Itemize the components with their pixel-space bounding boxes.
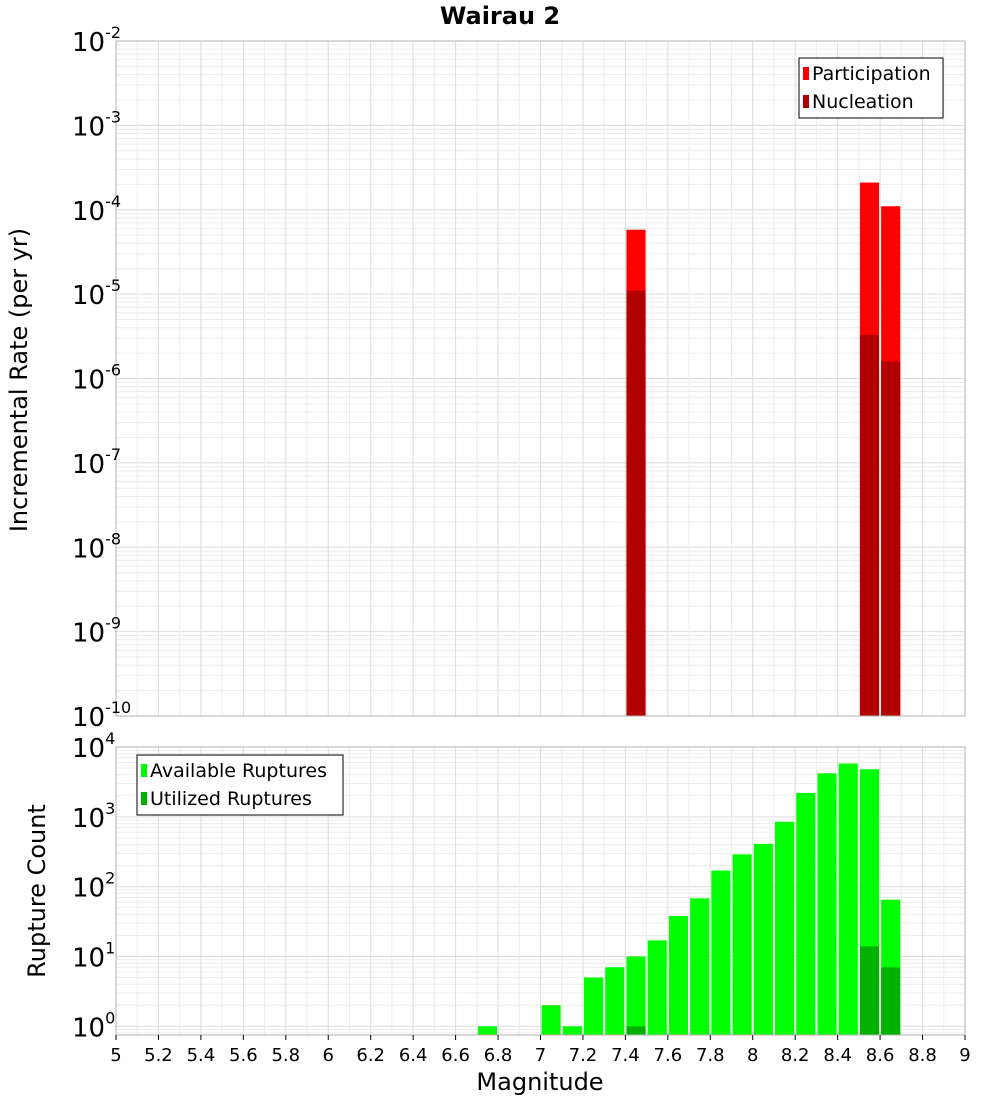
count-bar-available-ruptures [562,1026,582,1035]
count-bar-utilized-ruptures [626,1026,646,1035]
y-tick-label: 10-6 [72,361,121,396]
count-chart-x-ticks: 5 5.2 5.4 5.6 5.8 6 6.2 6.4 6.6 6.8 7 7.2 7.4 7.6 7.8 8… [110,1035,971,1066]
y-tick-label: 100 [72,1008,115,1043]
x-tick-label: 7.4 [611,1045,640,1066]
y-tick-label: 10-3 [72,107,121,142]
count-bar-available-ruptures [477,1026,497,1035]
rate-y-axis-label: Incremental Rate (per yr) [5,228,33,532]
x-tick-label: 8.4 [823,1045,852,1066]
x-tick-label: 5.8 [271,1045,300,1066]
x-tick-label: 8.8 [908,1045,937,1066]
y-tick-exponent: -4 [105,192,121,211]
legend-label: Participation [812,63,931,85]
y-tick-exponent: 0 [105,1008,115,1027]
y-tick-exponent: 4 [105,729,115,748]
legend-swatch [141,764,147,777]
rate-chart: 10-10 10-9 10-8 10-7 10-6 10-5 10-4 10-3 10-2 Wa… [5,2,966,733]
y-tick-label: 10-5 [72,276,121,311]
x-tick-label: 5.6 [229,1045,258,1066]
count-bar-available-ruptures [541,1005,561,1035]
y-tick-exponent: -6 [105,361,121,380]
y-tick-label: 104 [72,729,115,764]
x-tick-label: 6.6 [441,1045,470,1066]
x-tick-label: 6.2 [356,1045,385,1066]
x-tick-label: 6.8 [484,1045,513,1066]
legend-swatch [141,792,147,805]
count-bar-available-ruptures [605,967,625,1035]
count-bar-available-ruptures [732,854,752,1035]
x-tick-label: 7.6 [654,1045,683,1066]
count-y-axis-label: Rupture Count [23,804,51,978]
y-tick-exponent: -2 [105,23,121,42]
legend-swatch [803,95,809,108]
y-tick-label: 10-9 [72,614,121,649]
y-tick-exponent: -5 [105,276,121,295]
legend-label: Nucleation [812,91,914,113]
y-tick-label: 10-8 [72,529,121,564]
x-axis-label: Magnitude [476,1068,603,1096]
y-tick-label: 101 [72,938,115,973]
x-tick-label: 7.2 [569,1045,598,1066]
x-tick-label: 5.2 [144,1045,173,1066]
rate-bar-nucleation [859,334,880,716]
rate-chart-grid [115,40,966,717]
count-bar-utilized-ruptures [881,967,901,1035]
legend-box [798,57,944,119]
count-bar-available-ruptures [838,763,858,1035]
count-chart-bars [477,763,901,1035]
y-tick-label: 103 [72,799,115,834]
y-tick-exponent: -9 [105,614,121,633]
x-tick-label: 6 [323,1045,334,1066]
x-tick-label: 6.4 [399,1045,428,1066]
y-tick-label: 10-2 [72,23,121,58]
y-tick-exponent: -10 [105,698,131,717]
count-bar-available-ruptures [647,940,667,1035]
count-bar-available-ruptures [796,792,816,1035]
legend-label: Utilized Ruptures [150,788,312,810]
x-tick-label: 9 [959,1045,970,1066]
chart-title: Wairau 2 [440,2,560,30]
rate-bar-nucleation [881,361,901,716]
y-tick-exponent: -8 [105,529,121,548]
x-tick-label: 7 [535,1045,546,1066]
legend-box [136,754,344,816]
x-tick-label: 8 [747,1045,758,1066]
count-bar-utilized-ruptures [859,946,880,1035]
legend-label: Available Ruptures [150,760,327,782]
legend-swatch [803,67,809,80]
count-bar-available-ruptures [584,977,604,1035]
count-bar-available-ruptures [711,870,731,1035]
y-tick-label: 10-4 [72,192,121,227]
count-bar-available-ruptures [817,773,837,1035]
count-bar-available-ruptures [753,843,773,1035]
count-legend: Available Ruptures Utilized Ruptures [136,754,344,816]
rate-chart-bars [626,182,901,717]
rate-legend: Participation Nucleation [798,57,944,119]
y-tick-exponent: 3 [105,799,115,818]
rate-bar-nucleation [626,290,646,716]
x-tick-label: 7.8 [696,1045,725,1066]
y-tick-exponent: -7 [105,445,121,464]
x-tick-label: 8.2 [781,1045,810,1066]
rate-chart-plot-frame [115,40,966,717]
y-tick-label: 10-10 [72,698,131,733]
y-tick-label: 102 [72,869,115,904]
y-tick-exponent: 1 [105,938,115,957]
count-bar-available-ruptures [626,956,646,1035]
y-tick-label: 10-7 [72,445,121,480]
count-bar-available-ruptures [690,898,710,1035]
y-tick-exponent: -3 [105,107,121,126]
count-bar-available-ruptures [668,915,689,1035]
x-tick-label: 5 [110,1045,121,1066]
count-bar-available-ruptures [775,821,795,1035]
y-tick-exponent: 2 [105,869,115,888]
x-tick-label: 8.6 [866,1045,895,1066]
x-tick-label: 5.4 [187,1045,216,1066]
